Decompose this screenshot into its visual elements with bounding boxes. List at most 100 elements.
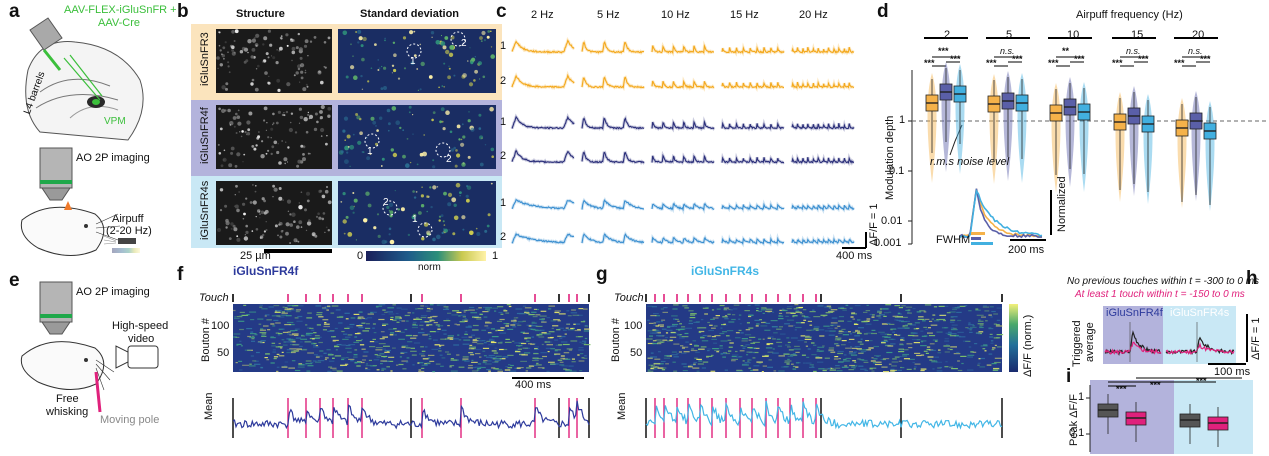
raster-pixel [809,311,816,313]
triggered-trace [1165,342,1235,356]
raster-pixel [344,363,349,365]
raster-pixel [383,345,390,347]
raster-pixel [834,343,839,345]
raster-pixel [679,337,685,339]
raster-pixel [361,322,366,324]
raster-pixel [924,304,932,306]
raster-pixel [852,360,856,362]
raster-pixel [778,318,784,320]
raster-pixel [333,336,336,338]
std-speck [388,129,390,132]
structure-speck [262,43,265,46]
raster-pixel [394,334,397,336]
raster-pixel [578,308,584,310]
raster-pixel [905,320,910,322]
raster-pixel [647,357,653,359]
raster-pixel [505,366,509,368]
b-cbar-label: norm [418,262,441,273]
raster-pixel [752,341,760,343]
std-speck [479,162,484,167]
raster-pixel [969,331,973,333]
raster-pixel [745,329,751,331]
raster-pixel [858,349,861,351]
structure-speck [263,106,268,111]
structure-speck [327,114,331,118]
raster-pixel [901,316,908,318]
raster-pixel [558,327,564,329]
raster-pixel [900,337,905,339]
raster-pixel [741,364,749,366]
raster-pixel [364,318,368,320]
raster-pixel [662,367,667,369]
raster-pixel [931,360,936,362]
raster-pixel [384,351,390,353]
raster-pixel [951,324,958,326]
raster-pixel [477,367,482,369]
raster-pixel [291,351,296,354]
raster-pixel [406,347,411,349]
panel-label-e: e [9,270,20,291]
structure-speck [255,216,257,218]
structure-speck [255,68,258,70]
raster-pixel [427,317,432,319]
raster-pixel [440,338,447,340]
raster-pixel [556,329,561,331]
raster-pixel [387,307,395,309]
b-colorbar [366,251,486,261]
b-cbar-min: 0 [357,250,364,262]
raster-pixel [533,308,537,310]
raster-pixel [822,370,827,372]
structure-speck [242,217,245,220]
raster-pixel [949,348,953,351]
raster-pixel [840,306,845,308]
structure-speck [281,113,285,117]
raster-pixel [756,323,760,325]
raster-pixel [776,341,783,343]
std-speck [486,224,490,228]
raster-pixel [907,334,915,337]
raster-pixel [540,352,547,354]
raster-pixel [306,370,311,372]
raster-pixel [710,318,715,320]
raster-pixel [849,351,853,353]
raster-pixel [720,340,728,342]
raster-pixel [524,352,531,354]
raster-pixel [530,343,535,345]
raster-pixel [650,352,654,354]
raster-pixel [950,316,958,318]
raster-pixel [787,306,793,308]
raster-pixel [965,340,971,342]
structure-speck [218,152,222,155]
raster-pixel [380,331,385,333]
raster-pixel [698,330,705,333]
raster-pixel [254,360,259,362]
raster-pixel [881,366,888,368]
raster-pixel [869,340,873,342]
raster-pixel [294,334,299,336]
structure-speck [252,184,254,186]
raster-pixel [281,328,285,330]
raster-pixel [935,361,942,363]
raster-pixel [803,319,807,321]
raster-pixel [468,325,472,327]
d-group-label: 15 [1131,29,1144,41]
raster-pixel [723,324,728,326]
std-speck [441,120,444,123]
raster-pixel [538,336,545,338]
raster-pixel [979,326,984,329]
raster-pixel [564,358,571,360]
panel-label-f: f [177,264,184,285]
std-speck [462,228,465,231]
raster-pixel [381,368,387,370]
raster-pixel [522,332,529,334]
std-image [338,105,496,169]
raster-pixel [354,362,358,364]
raster-pixel [903,358,910,360]
std-speck [365,191,370,196]
raster-pixel [938,318,946,321]
raster-pixel [731,360,736,362]
raster-pixel [332,340,336,342]
raster-pixel [381,369,384,371]
triggered-trace [1104,330,1162,357]
raster-pixel [471,361,478,363]
